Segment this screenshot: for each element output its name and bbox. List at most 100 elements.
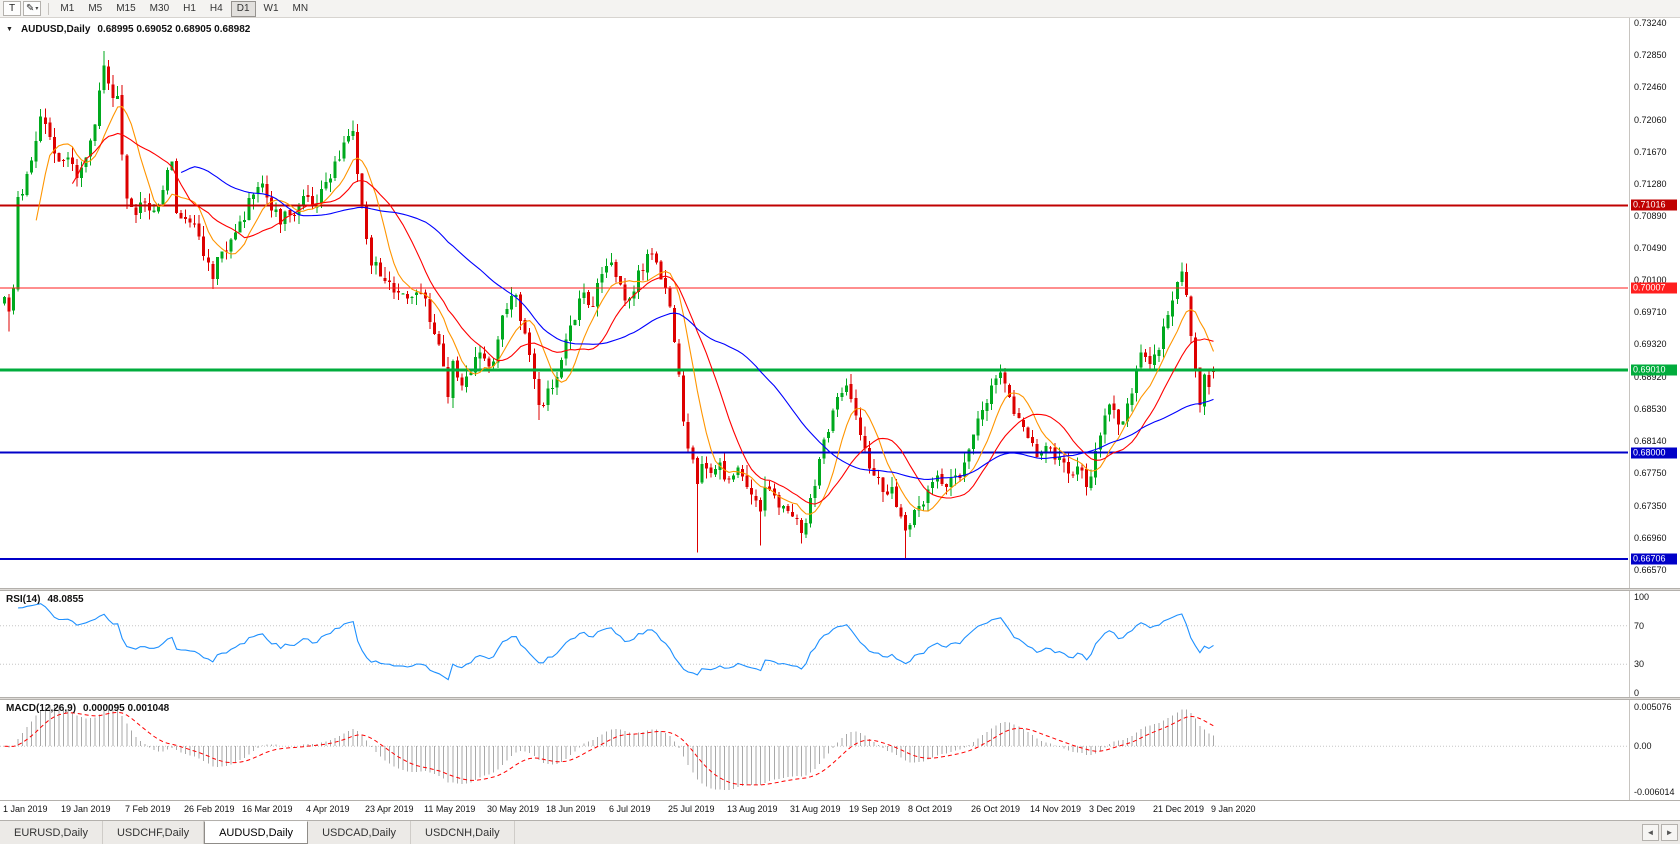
horizontal-level-lines[interactable]	[0, 204, 1628, 560]
date-label: 7 Feb 2019	[125, 804, 171, 814]
date-label: 13 Aug 2019	[727, 804, 778, 814]
chart-tab-usdcad[interactable]: USDCAD,Daily	[308, 821, 412, 844]
rsi-axis-tick: 0	[1634, 688, 1640, 698]
macd-values: 0.000095 0.001048	[83, 703, 170, 714]
price-axis-tick: 0.66570	[1634, 565, 1667, 575]
price-axis-tick: 0.67750	[1634, 468, 1667, 478]
macd-panel-canvas[interactable]	[0, 700, 1680, 800]
date-label: 21 Dec 2019	[1153, 804, 1205, 814]
panel-separator[interactable]	[0, 588, 1680, 591]
price-scale-border	[1629, 18, 1630, 800]
panel-separator[interactable]	[0, 697, 1680, 700]
chart-tab-usdcnh[interactable]: USDCNH,Daily	[411, 821, 515, 844]
price-level-label[interactable]: 0.71016	[1631, 199, 1677, 211]
date-label: 16 Mar 2019	[242, 804, 293, 814]
timeframe-button-mn[interactable]: MN	[292, 2, 309, 14]
moving-average-16-line	[71, 132, 1214, 505]
date-label: 23 Apr 2019	[365, 804, 414, 814]
macd-signal-line	[4, 711, 1214, 786]
macd-axis-tick: -0.006014	[1634, 787, 1675, 797]
timeframe-button-d1[interactable]: D1	[230, 0, 256, 17]
collapse-icon[interactable]: ▼	[6, 26, 13, 33]
chart-title: ▼ AUDUSD,Daily 0.68995 0.69052 0.68905 0…	[6, 24, 250, 35]
date-label: 8 Oct 2019	[908, 804, 953, 814]
date-label: 9 Jan 2020	[1211, 804, 1256, 814]
price-axis-tick: 0.70100	[1634, 275, 1667, 285]
price-axis-tick: 0.70890	[1634, 211, 1667, 221]
price-axis-tick: 0.71280	[1634, 179, 1667, 189]
date-label: 25 Jul 2019	[668, 804, 715, 814]
date-label: 11 May 2019	[424, 804, 476, 814]
rsi-axis-tick: 30	[1634, 659, 1645, 669]
candlestick-series	[3, 50, 1215, 559]
price-axis-tick: 0.66960	[1634, 533, 1667, 543]
price-level-label[interactable]: 0.66706	[1631, 553, 1677, 565]
timeframe-button-h1[interactable]: H1	[183, 2, 196, 14]
macd-histogram	[8, 705, 1214, 790]
date-label: 31 Aug 2019	[790, 804, 841, 814]
rsi-line	[18, 603, 1214, 681]
pointer-tool-icon: T	[8, 3, 16, 14]
chart-tabs: EURUSD,Daily USDCHF,Daily AUDUSD,Daily USDC…	[0, 821, 515, 844]
date-axis[interactable]: 1 Jan 2019 19 Jan 2019 7 Feb 2019 26 Feb 20…	[0, 800, 1680, 820]
date-label: 30 May 2019	[487, 804, 540, 814]
rsi-title: RSI(14) 48.0855	[6, 594, 84, 605]
timeframe-button-m1[interactable]: M1	[60, 2, 75, 14]
chart-tab-usdchf[interactable]: USDCHF,Daily	[103, 821, 205, 844]
price-level-label[interactable]: 0.68000	[1631, 447, 1677, 459]
rsi-label: RSI(14)	[6, 594, 41, 605]
main-chart-canvas[interactable]	[0, 18, 1680, 588]
date-label: 4 Apr 2019	[306, 804, 350, 814]
price-axis-tick: 0.72850	[1634, 50, 1667, 60]
rsi-axis-tick: 100	[1634, 592, 1650, 602]
timeframe-button-w1[interactable]: W1	[263, 2, 279, 14]
date-label: 1 Jan 2019	[3, 804, 48, 814]
rsi-panel-canvas[interactable]	[0, 591, 1680, 697]
timeframe-button-m15[interactable]: M15	[116, 2, 136, 14]
top-toolbar: T ✎ ▾ M1 M5 M15 M30 H1 H4 D1 W1 MN	[0, 0, 1680, 18]
price-axis-tick: 0.70490	[1634, 243, 1667, 253]
macd-title: MACD(12,26,9) 0.000095 0.001048	[6, 703, 169, 714]
price-level-label[interactable]: 0.69010	[1631, 364, 1677, 376]
moving-average-8-line	[35, 106, 1215, 515]
price-axis-tick: 0.72060	[1634, 115, 1667, 125]
price-axis-tick: 0.67350	[1634, 501, 1667, 511]
chart-tab-bar: EURUSD,Daily USDCHF,Daily AUDUSD,Daily USDC…	[0, 820, 1680, 844]
price-axis-tick: 0.69710	[1634, 307, 1667, 317]
chart-symbol-period: AUDUSD,Daily	[20, 24, 91, 35]
price-axis-tick: 0.71670	[1634, 147, 1667, 157]
price-axis-tick: 0.68530	[1634, 404, 1667, 414]
macd-axis-tick: 0.00	[1634, 741, 1652, 751]
macd-axis-tick: 0.005076	[1634, 702, 1672, 712]
pointer-tool-button[interactable]: T	[3, 1, 21, 16]
date-label: 19 Sep 2019	[849, 804, 901, 814]
price-level-label[interactable]: 0.70007	[1631, 282, 1677, 294]
price-axis-tick: 0.68140	[1634, 436, 1667, 446]
tabs-scroll-right-button[interactable]: ►	[1661, 824, 1678, 841]
draw-tool-button[interactable]: ✎ ▾	[23, 1, 42, 16]
timeframe-group: M1 M5 M15 M30 H1 H4 D1 W1 MN	[54, 0, 314, 17]
date-label: 3 Dec 2019	[1089, 804, 1136, 814]
date-label: 19 Jan 2019	[61, 804, 111, 814]
timeframe-button-h4[interactable]: H4	[209, 2, 223, 14]
price-axis-tick: 0.72460	[1634, 82, 1667, 92]
timeframe-button-m30[interactable]: M30	[149, 2, 170, 14]
date-label: 26 Feb 2019	[184, 804, 235, 814]
date-label: 18 Jun 2019	[546, 804, 596, 814]
chart-tab-eurusd[interactable]: EURUSD,Daily	[0, 821, 103, 844]
macd-label: MACD(12,26,9)	[6, 703, 77, 714]
toolbar-separator	[48, 2, 50, 15]
chart-tab-audusd[interactable]: AUDUSD,Daily	[204, 821, 309, 844]
date-label: 14 Nov 2019	[1030, 804, 1082, 814]
chevron-down-icon: ▾	[35, 6, 39, 12]
tabs-scroll-left-button[interactable]: ◄	[1642, 824, 1659, 841]
rsi-axis-tick: 70	[1634, 621, 1645, 631]
date-label: 6 Jul 2019	[609, 804, 651, 814]
timeframe-button-m5[interactable]: M5	[88, 2, 103, 14]
price-axis-tick: 0.69320	[1634, 339, 1667, 349]
arrow-right-icon: ►	[1665, 828, 1674, 837]
rsi-value: 48.0855	[47, 594, 84, 605]
pencil-icon: ✎	[26, 3, 35, 14]
arrow-left-icon: ◄	[1646, 828, 1655, 837]
